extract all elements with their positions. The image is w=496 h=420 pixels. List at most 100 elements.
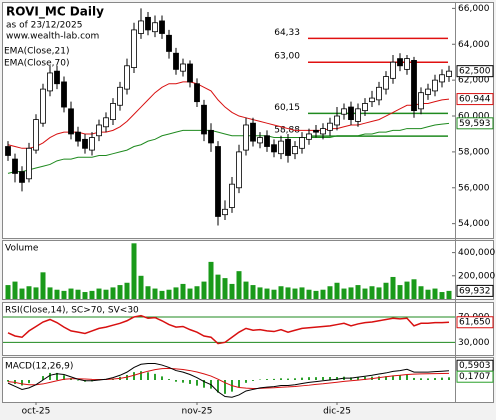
volume-bar [397, 285, 403, 299]
panel-title: RSI(Close,14), SC>70, SV<30 [5, 306, 139, 316]
histogram-bar [273, 378, 275, 380]
volume-bar [236, 271, 242, 299]
volume-bar [33, 287, 39, 299]
histogram-bar [154, 373, 156, 380]
volume-bar [446, 290, 452, 299]
last-value-label: 60,944 [459, 95, 491, 105]
volume-bar [208, 261, 214, 299]
candle-body [33, 119, 39, 151]
histogram-bar [168, 379, 170, 380]
candle-body [271, 144, 277, 153]
candle-body [313, 129, 319, 133]
last-value-box [456, 117, 494, 130]
histogram-bar [364, 376, 366, 380]
last-value-box [456, 65, 494, 78]
candle-body [103, 117, 109, 128]
y-tick-label: 60,000 [458, 112, 490, 122]
volume-bar [173, 287, 179, 299]
candle-body [89, 137, 95, 151]
volume-bar [26, 286, 32, 299]
candle-body [243, 124, 249, 151]
histogram-bar [357, 377, 359, 380]
candle-body [411, 60, 417, 112]
volume-bar [376, 287, 382, 299]
candle-body [145, 16, 151, 31]
volume-bar [222, 278, 228, 299]
candle-body [257, 137, 263, 144]
panel-title: Volume [5, 244, 39, 254]
histogram-bar [175, 380, 177, 382]
legend-entry: EMA(Close,21) [4, 47, 69, 57]
candle-body [75, 131, 81, 142]
histogram-bar [329, 377, 331, 380]
histogram-bar [315, 377, 317, 380]
volume-bar [299, 287, 305, 299]
histogram-bar [413, 377, 415, 380]
y-tick-label: 66,000 [458, 4, 490, 14]
volume-bar [117, 285, 123, 299]
last-value-box [456, 370, 494, 383]
volume-bar [341, 288, 347, 299]
candle-body [180, 63, 186, 72]
volume-bar [124, 282, 130, 299]
histogram-bar [441, 377, 443, 380]
volume-bar [390, 276, 396, 299]
source: www.wealth-lab.com [6, 32, 99, 42]
candle-body [250, 122, 256, 142]
candle-body [131, 29, 137, 68]
y-tick-label: 58,000 [458, 147, 490, 157]
volume-bar [19, 288, 25, 299]
candle-body [222, 208, 228, 216]
volume-bar [54, 289, 60, 299]
volume-bar [292, 288, 298, 299]
candle-body [432, 79, 438, 92]
volume-bar [131, 243, 137, 299]
candle-body [439, 74, 445, 83]
candle-body [355, 108, 361, 122]
candle-body [19, 171, 25, 183]
candle-body [110, 103, 116, 121]
candle-body [208, 129, 214, 144]
histogram-bar [434, 378, 436, 380]
histogram-bar [203, 380, 205, 388]
histogram-bar [189, 380, 191, 384]
candle-body [334, 115, 340, 126]
candle-body [376, 86, 382, 101]
volume-bar [271, 289, 277, 299]
candle-body [292, 146, 298, 155]
histogram-bar [133, 372, 135, 380]
histogram-bar [161, 376, 163, 380]
candle-body [215, 146, 221, 217]
histogram-bar [147, 372, 149, 380]
last-value-label: 59,593 [459, 119, 491, 129]
y-tick-label: 64,000 [458, 40, 490, 50]
histogram-bar [420, 378, 422, 380]
histogram-bar [49, 372, 51, 380]
last-value-box [456, 284, 494, 297]
ema-line [7, 81, 450, 149]
histogram-bar [196, 380, 198, 386]
level-label: 64,33 [274, 28, 300, 38]
candle-body [68, 108, 74, 135]
volume-bar [194, 286, 200, 299]
volume-bar [439, 292, 445, 299]
histogram-bar [385, 376, 387, 380]
last-value-label: 61,650 [459, 318, 491, 328]
volume-bar [313, 290, 319, 299]
volume-bar [418, 286, 424, 299]
x-tick-label: oct-25 [22, 407, 51, 417]
histogram-bar [399, 375, 401, 380]
candle-body [47, 72, 53, 92]
volume-bar [411, 279, 417, 299]
candle-body [173, 52, 179, 70]
candle-body [418, 92, 424, 110]
volume-bar [425, 289, 431, 299]
volume-bar [383, 282, 389, 299]
candle-body [390, 61, 396, 79]
candle-body [82, 138, 88, 149]
volume-bar [152, 288, 158, 299]
volume-bar [145, 286, 151, 299]
volume-bar [257, 287, 263, 299]
histogram-bar [294, 378, 296, 380]
rsi-line [7, 314, 450, 345]
